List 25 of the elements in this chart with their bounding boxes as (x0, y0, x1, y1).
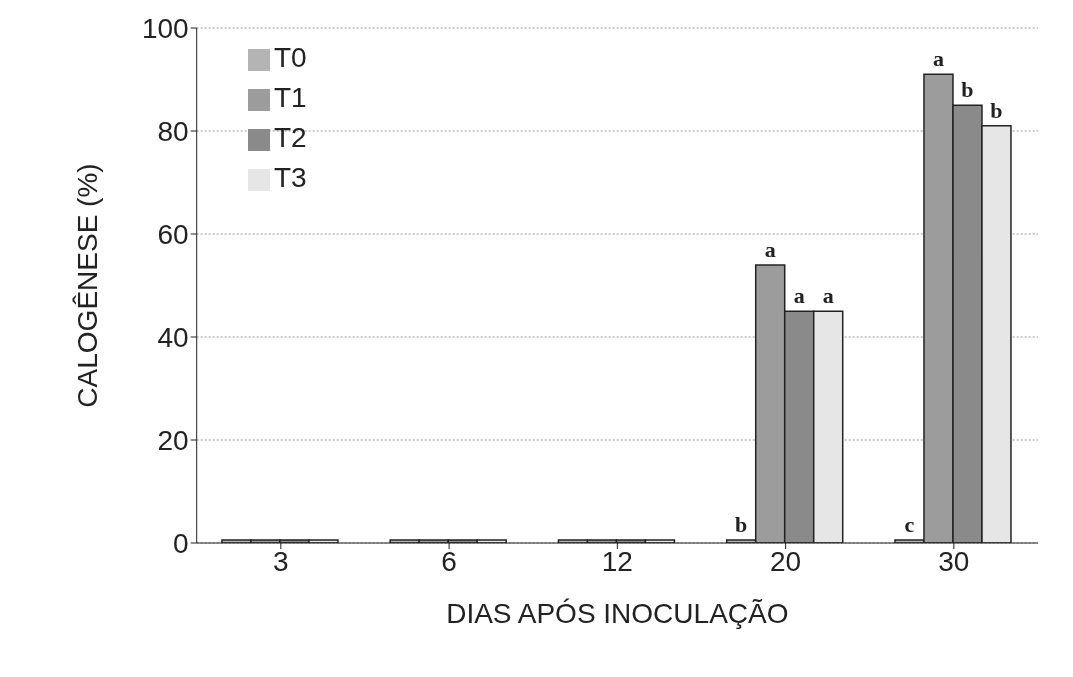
data-label: c (904, 512, 915, 537)
data-label: a (793, 283, 805, 309)
y-tick-label: 40 (157, 321, 189, 353)
data-label: a (764, 236, 776, 262)
y-tick-label: 60 (157, 218, 189, 250)
legend-label: T1 (274, 82, 307, 113)
data-label: b (990, 97, 1003, 123)
x-tick-label: 6 (441, 545, 457, 577)
legend-label: T3 (274, 162, 307, 193)
y-tick-label: 0 (173, 527, 189, 559)
data-label: a (822, 283, 834, 309)
legend-label: T2 (274, 122, 307, 153)
legend-label: T0 (274, 42, 307, 73)
x-axis-title: DIAS APÓS INOCULAÇÃO (446, 598, 789, 629)
data-label: b (735, 512, 748, 537)
y-tick-label: 100 (141, 12, 189, 44)
y-axis-title: CALOGÊNESE (%) (71, 163, 103, 408)
x-tick-label: 30 (938, 545, 970, 577)
data-label: a (932, 46, 944, 72)
x-tick-label: 3 (273, 545, 289, 577)
x-tick-label: 12 (601, 545, 633, 577)
data-label: b (961, 77, 974, 103)
x-tick-label: 20 (770, 545, 802, 577)
y-tick-label: 80 (157, 115, 189, 147)
y-tick-label: 20 (157, 424, 189, 456)
